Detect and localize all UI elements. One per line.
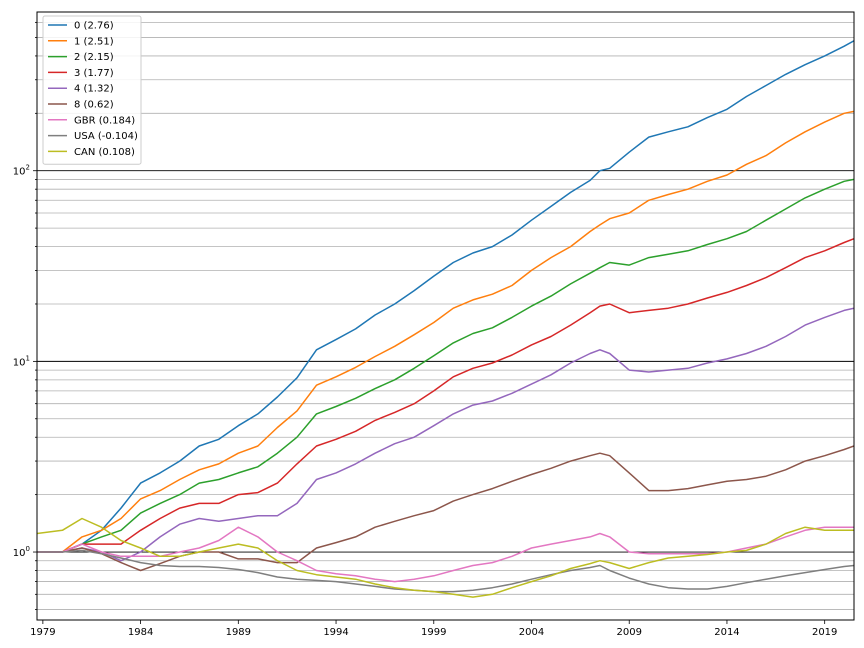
plot-frame	[36, 11, 855, 621]
legend-label: 3 (1.77)	[74, 68, 114, 79]
legend-label: 4 (1.32)	[74, 84, 114, 95]
x-tick-label: 2014	[714, 627, 739, 638]
legend-label: 1 (2.51)	[74, 36, 114, 47]
series-layer	[37, 40, 854, 598]
legend: 0 (2.76) 1 (2.51) 2 (2.15) 3 (1.77) 4 (1.32)…	[42, 15, 142, 165]
series-line-7	[37, 549, 854, 593]
legend-label: GBR (0.184)	[74, 115, 135, 126]
x-tick-label: 2004	[519, 627, 544, 638]
grid-lines	[33, 21, 854, 610]
x-tick-label: 2019	[812, 627, 837, 638]
x-tick-label: 1994	[323, 627, 348, 638]
x-tick-label: 2009	[617, 627, 642, 638]
series-line-4	[37, 307, 854, 562]
legend-label: 0 (2.76)	[74, 21, 114, 32]
y-tick-label: 101	[13, 354, 30, 368]
series-line-1	[37, 110, 854, 553]
series-line-2	[37, 178, 854, 553]
x-axis: 1979 1984 1989 1994 1999 2004 2009 2014 2019	[30, 620, 837, 638]
legend-label: CAN (0.108)	[74, 147, 135, 158]
legend-box	[42, 15, 142, 165]
x-tick-label: 1989	[226, 627, 251, 638]
legend-label: USA (-0.104)	[74, 131, 138, 142]
x-tick-label: 1979	[30, 627, 55, 638]
series-line-3	[37, 237, 854, 553]
x-tick-label: 1984	[128, 627, 153, 638]
y-tick-label: 102	[13, 164, 30, 178]
legend-label: 8 (0.62)	[74, 100, 114, 111]
legend-label: 2 (2.15)	[74, 52, 114, 63]
y-tick-label: 100	[13, 545, 30, 559]
series-line-0	[37, 40, 854, 553]
y-axis: 100 101 102	[13, 164, 30, 559]
x-tick-label: 1999	[421, 627, 446, 638]
series-line-8	[37, 517, 854, 598]
